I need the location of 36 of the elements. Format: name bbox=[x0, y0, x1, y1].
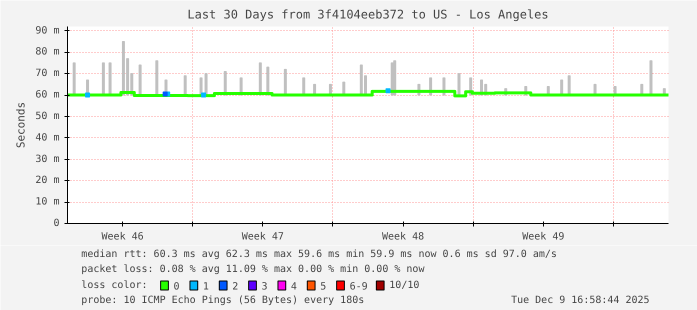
y-tick-label: 60 m bbox=[35, 90, 60, 101]
chart-title: Last 30 Days from 3f4104eeb372 to US - Los Angeles bbox=[187, 8, 549, 22]
x-tick-label: Week 48 bbox=[382, 232, 424, 242]
y-tick-label: 10 m bbox=[35, 196, 60, 208]
legend-label: 0 bbox=[174, 282, 180, 292]
legend-label: 10/10 bbox=[389, 280, 420, 291]
legend-label: 4 bbox=[290, 282, 297, 292]
legend-label: 2 bbox=[232, 282, 238, 292]
legend-title: loss color: bbox=[81, 280, 148, 291]
legend-label: 1 bbox=[202, 282, 209, 292]
y-tick-label: 50 m bbox=[35, 110, 60, 122]
legend-label: 3 bbox=[262, 282, 268, 292]
x-tick-label: Week 47 bbox=[242, 232, 284, 242]
y-tick-label: 40 m bbox=[35, 132, 60, 144]
bar bbox=[138, 64, 142, 96]
text: packet loss: 0.08 % avg 11.09 % max 0.00 % min 0.00 % now bbox=[81, 264, 426, 275]
y-tick-label: 70 m bbox=[35, 68, 60, 80]
y-tick-label: 80 m bbox=[35, 46, 60, 58]
y-tick-label: 90 m bbox=[35, 25, 60, 36]
y-tick-label: 20 m bbox=[35, 175, 60, 186]
bar bbox=[457, 73, 460, 96]
text: median rtt: 60.3 ms avg 62.3 ms max 59.6 ms min 59.9 ms now 0.6 ms sd 97.0 am/s bbox=[81, 249, 557, 260]
bar bbox=[204, 73, 208, 96]
x-tick-label: Week 49 bbox=[522, 232, 564, 242]
text: Tue Dec 9 16:58:44 2025 bbox=[511, 295, 650, 306]
text: probe: 10 ICMP Echo Pings (56 Bytes) every 180s bbox=[81, 295, 364, 306]
bar bbox=[122, 40, 125, 96]
legend-label: 5 bbox=[320, 282, 326, 292]
y-tick-label: 0 bbox=[53, 218, 60, 229]
y-axis-title: Seconds bbox=[14, 102, 28, 148]
x-tick-label: Week 46 bbox=[102, 232, 144, 242]
bar bbox=[184, 75, 187, 96]
bar bbox=[155, 60, 158, 96]
y-tick-label: 30 m bbox=[35, 154, 60, 165]
bar bbox=[393, 60, 396, 96]
legend-label: 6-9 bbox=[350, 282, 368, 292]
